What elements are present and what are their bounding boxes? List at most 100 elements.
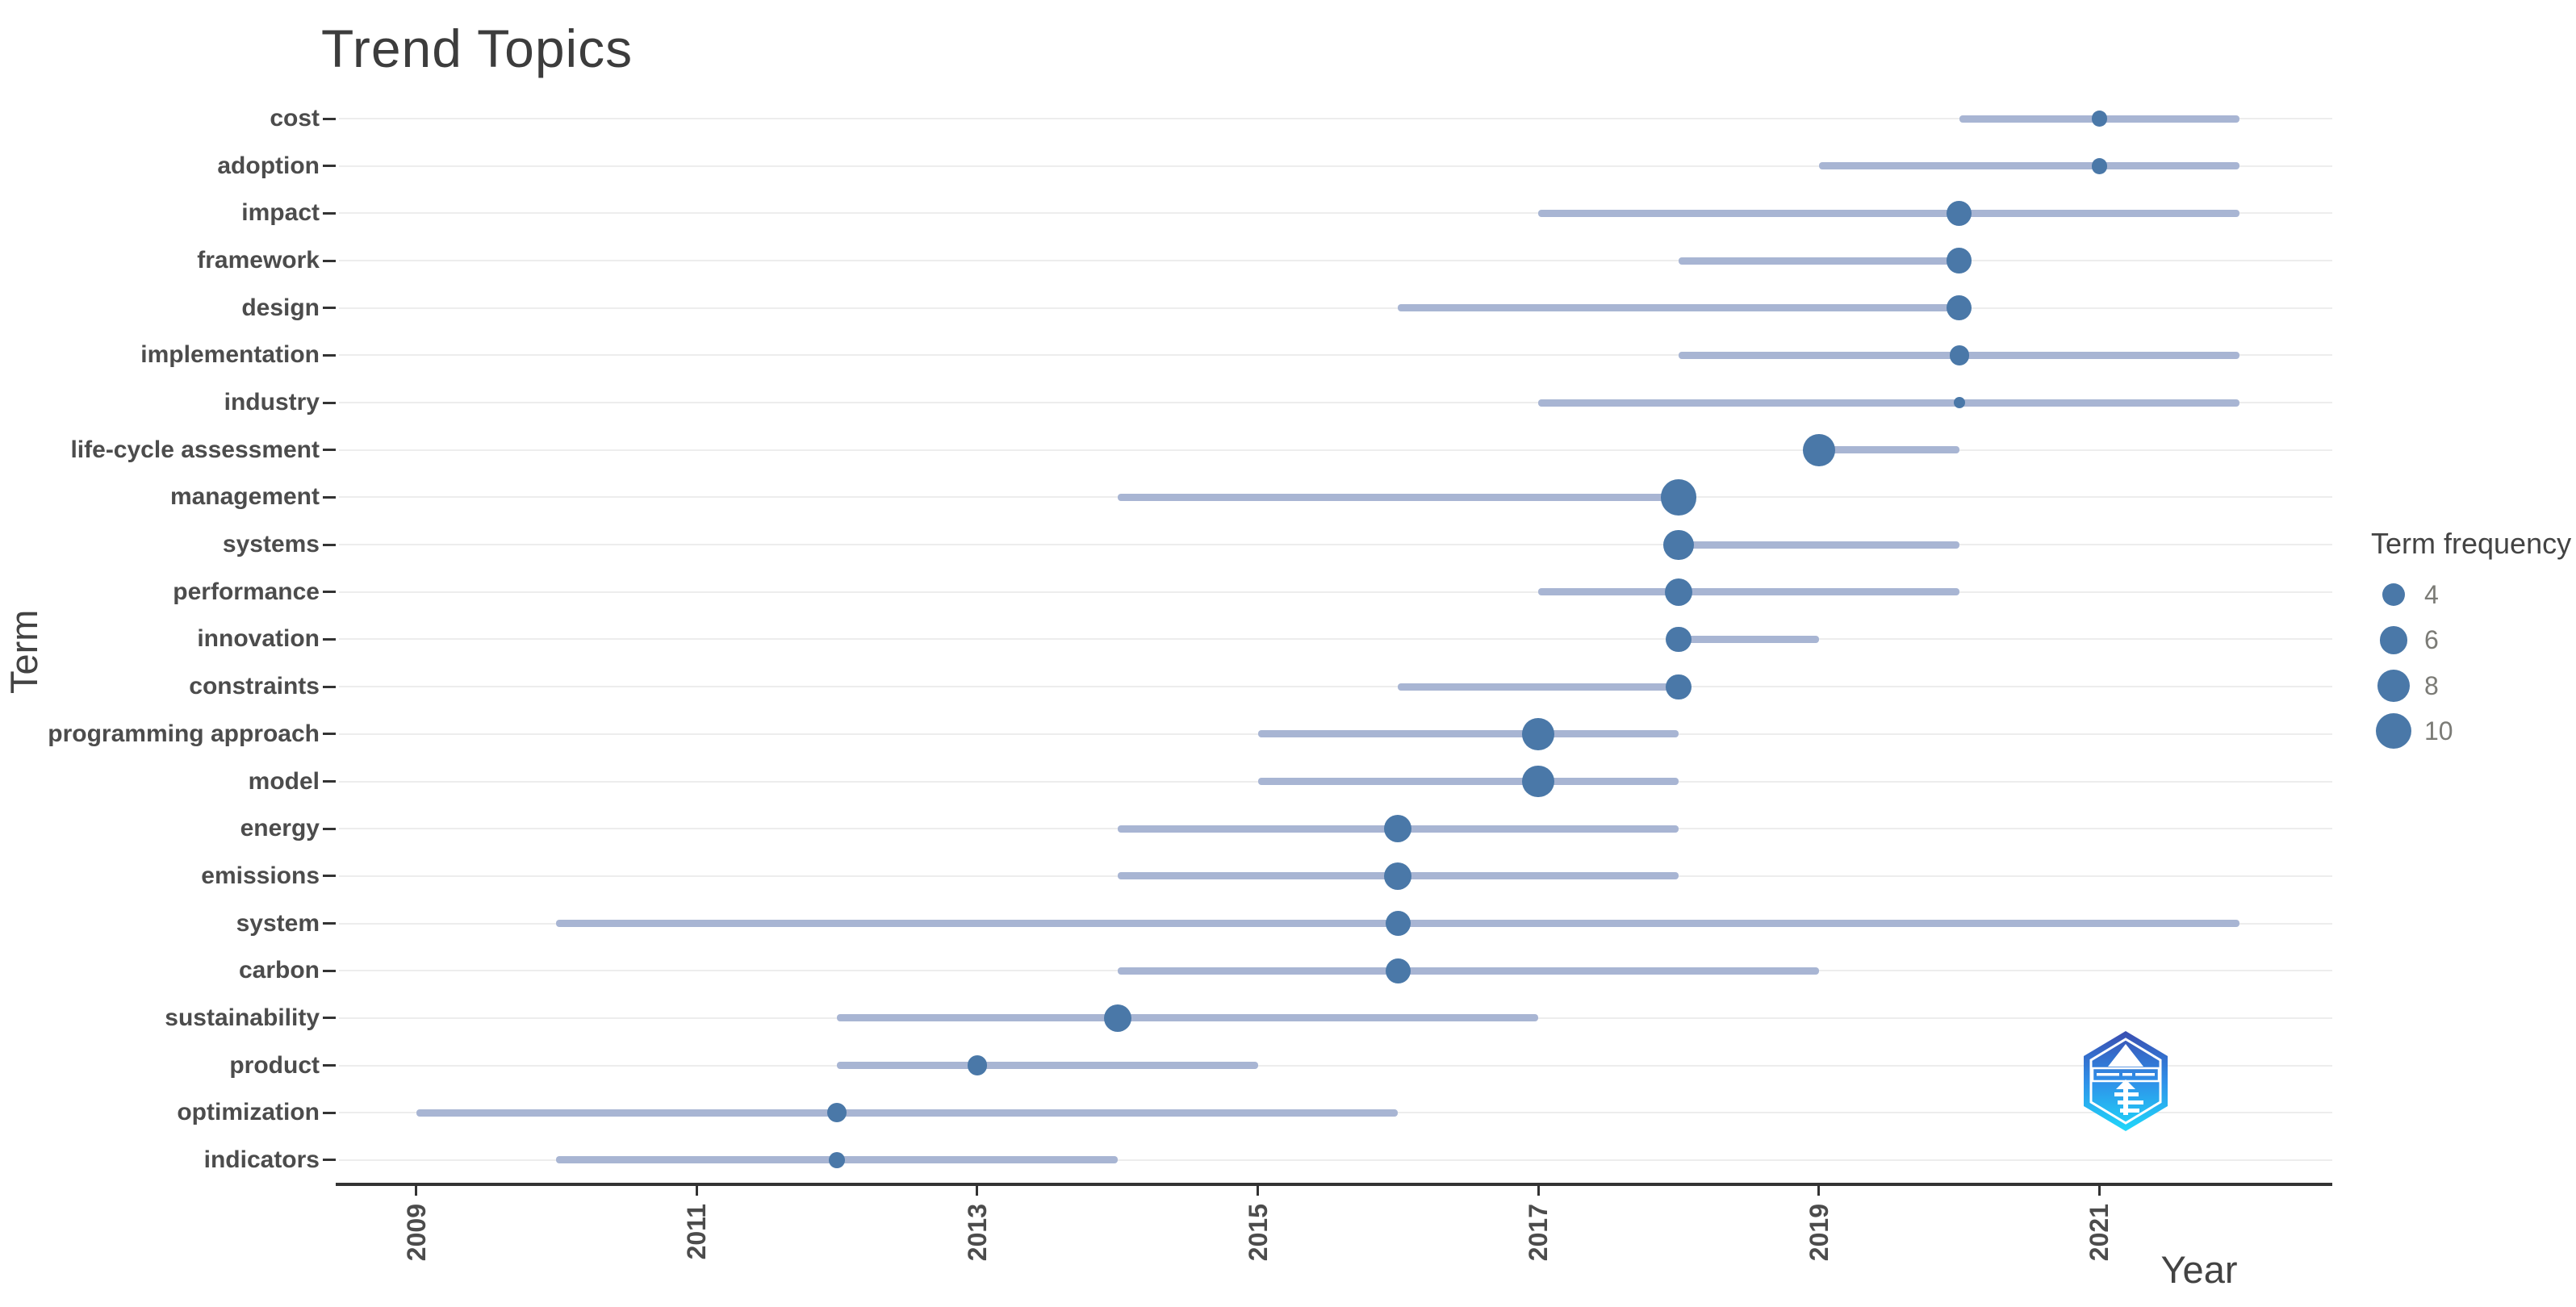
panel-gridline bbox=[339, 165, 2332, 167]
term-frequency-dot bbox=[2091, 111, 2108, 127]
y-axis-tick bbox=[323, 733, 336, 736]
y-axis-term-label: emissions bbox=[201, 862, 320, 889]
term-range-line bbox=[1117, 967, 1819, 975]
x-axis-tick-label: 2009 bbox=[401, 1204, 431, 1262]
term-frequency-dot bbox=[1666, 674, 1692, 699]
term-range-line bbox=[1818, 162, 2240, 170]
legend-value-label: 8 bbox=[2424, 670, 2439, 700]
y-axis-term-label: constraints bbox=[189, 673, 320, 700]
y-axis-tick bbox=[323, 969, 336, 972]
y-axis-tick bbox=[323, 875, 336, 878]
term-frequency-dot bbox=[1384, 815, 1412, 843]
y-axis-term-label: implementation bbox=[140, 341, 320, 369]
y-axis-tick bbox=[323, 401, 336, 404]
term-frequency-dot bbox=[1664, 578, 1693, 606]
x-axis-tick bbox=[415, 1184, 418, 1196]
logo-inner-hexagon bbox=[2089, 1038, 2162, 1125]
panel-gridline bbox=[339, 118, 2332, 119]
x-axis-tick bbox=[1257, 1184, 1260, 1196]
y-axis-term-label: model bbox=[248, 767, 320, 795]
panel-gridline bbox=[339, 307, 2332, 309]
x-axis-tick bbox=[695, 1184, 698, 1196]
y-axis-term-label: industry bbox=[224, 389, 320, 416]
y-axis-tick bbox=[323, 449, 336, 452]
y-axis-term-label: innovation bbox=[197, 625, 320, 653]
panel-gridline bbox=[339, 1064, 2332, 1067]
x-axis-tick bbox=[1537, 1184, 1540, 1196]
x-axis-tick-label: 2013 bbox=[962, 1204, 992, 1262]
y-axis-term-label: cost bbox=[270, 105, 320, 132]
y-axis-tick bbox=[323, 1159, 336, 1162]
y-axis-tick bbox=[323, 259, 336, 262]
y-axis-tick bbox=[323, 1017, 336, 1020]
panel-gridline bbox=[339, 402, 2332, 404]
logo-tree-crown bbox=[2108, 1044, 2143, 1067]
x-axis-tick-label: 2017 bbox=[1524, 1204, 1554, 1262]
panel-gridline bbox=[339, 1159, 2332, 1161]
term-frequency-dot bbox=[1946, 248, 1972, 274]
logo-banner-text-right bbox=[2135, 1073, 2155, 1076]
logo-tree-trunk bbox=[2123, 1081, 2128, 1115]
term-frequency-dot bbox=[1946, 200, 1972, 226]
term-frequency-dot bbox=[1663, 529, 1694, 560]
legend-size-dot bbox=[2377, 670, 2410, 702]
logo-branch-1 bbox=[2114, 1092, 2139, 1096]
legend-size-dot bbox=[2375, 713, 2412, 750]
legend-value-label: 4 bbox=[2424, 580, 2439, 609]
term-frequency-dot bbox=[1522, 718, 1554, 750]
term-range-line bbox=[1678, 541, 1959, 549]
y-axis-tick bbox=[323, 780, 336, 783]
y-axis-tick bbox=[323, 307, 336, 310]
term-range-line bbox=[1117, 493, 1679, 501]
term-frequency-dot bbox=[1384, 862, 1412, 890]
x-axis-tick-label: 2021 bbox=[2085, 1204, 2114, 1262]
legend-value-label: 10 bbox=[2424, 716, 2453, 746]
legend-value-label: 6 bbox=[2424, 625, 2439, 655]
term-range-line bbox=[1398, 304, 1959, 312]
panel-gridline bbox=[339, 354, 2332, 357]
y-axis-tick bbox=[323, 543, 336, 546]
y-axis-term-label: framework bbox=[197, 247, 320, 274]
y-axis-tick bbox=[323, 495, 336, 499]
x-axis-line bbox=[336, 1183, 2332, 1186]
term-frequency-dot bbox=[1946, 295, 1972, 321]
y-axis-tick bbox=[323, 1064, 336, 1067]
legend-size-dot bbox=[2379, 626, 2408, 654]
hexagon-tree-logo-icon bbox=[2084, 1031, 2168, 1131]
y-axis-tick bbox=[323, 591, 336, 594]
y-axis-term-label: system bbox=[236, 909, 320, 937]
term-frequency-dot bbox=[826, 1103, 847, 1123]
term-frequency-dot bbox=[967, 1055, 987, 1075]
y-axis-term-label: systems bbox=[222, 531, 320, 558]
term-frequency-dot bbox=[1666, 626, 1692, 653]
term-range-line bbox=[1678, 635, 1819, 643]
logo-branch-2 bbox=[2118, 1100, 2143, 1104]
term-range-line bbox=[837, 1014, 1539, 1022]
x-axis-tick bbox=[2097, 1184, 2101, 1196]
x-axis-tick-label: 2015 bbox=[1243, 1204, 1273, 1262]
y-axis-term-label: optimization bbox=[177, 1099, 320, 1126]
x-axis-tick-label: 2019 bbox=[1804, 1204, 1834, 1262]
term-frequency-dot bbox=[1522, 765, 1554, 798]
x-axis-tick-label: 2011 bbox=[682, 1204, 712, 1260]
y-axis-tick bbox=[323, 353, 336, 357]
term-frequency-dot bbox=[2091, 157, 2108, 174]
y-axis-term-label: programming approach bbox=[48, 720, 320, 747]
term-frequency-dot bbox=[1103, 1004, 1131, 1033]
y-axis-tick bbox=[323, 922, 336, 925]
y-axis-term-label: design bbox=[241, 294, 320, 321]
y-axis-tick bbox=[323, 165, 336, 168]
y-axis-term-label: adoption bbox=[217, 152, 320, 179]
panel-gridline bbox=[339, 686, 2332, 688]
term-range-line bbox=[416, 1109, 1399, 1117]
term-range-line bbox=[1538, 209, 2240, 217]
y-axis-term-label: impact bbox=[241, 199, 320, 227]
panel-gridline bbox=[339, 544, 2332, 546]
y-axis-term-label: management bbox=[169, 483, 320, 511]
logo-banner-text-mid bbox=[2122, 1073, 2132, 1076]
x-axis-tick bbox=[976, 1184, 979, 1196]
y-axis-term-label: product bbox=[229, 1051, 320, 1079]
logo-tree-arrow bbox=[2116, 1079, 2135, 1089]
term-frequency-dot bbox=[1385, 910, 1411, 937]
